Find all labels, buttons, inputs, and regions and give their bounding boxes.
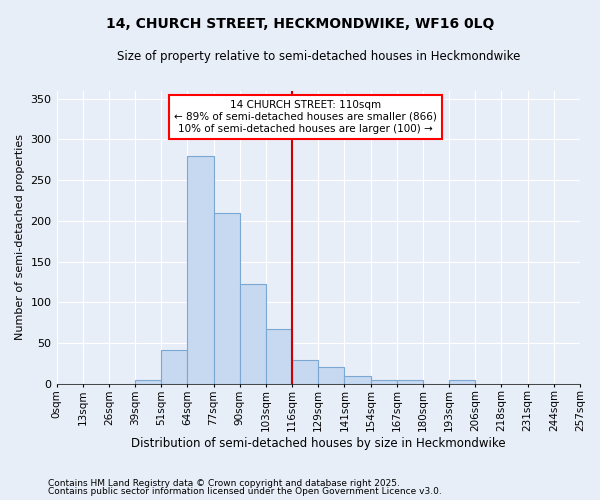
Bar: [161, 350, 187, 384]
Bar: [240, 284, 266, 384]
Bar: [344, 376, 371, 384]
Bar: [292, 360, 318, 384]
Bar: [266, 329, 292, 384]
Bar: [371, 380, 397, 384]
Text: Contains HM Land Registry data © Crown copyright and database right 2025.: Contains HM Land Registry data © Crown c…: [48, 478, 400, 488]
Bar: [214, 212, 240, 384]
Y-axis label: Number of semi-detached properties: Number of semi-detached properties: [15, 134, 25, 340]
Bar: [449, 380, 475, 384]
Bar: [318, 368, 344, 384]
Bar: [135, 380, 161, 384]
Title: Size of property relative to semi-detached houses in Heckmondwike: Size of property relative to semi-detach…: [116, 50, 520, 63]
Bar: [187, 156, 214, 384]
Text: Contains public sector information licensed under the Open Government Licence v3: Contains public sector information licen…: [48, 488, 442, 496]
Text: 14 CHURCH STREET: 110sqm
← 89% of semi-detached houses are smaller (866)
10% of : 14 CHURCH STREET: 110sqm ← 89% of semi-d…: [174, 100, 437, 134]
Text: 14, CHURCH STREET, HECKMONDWIKE, WF16 0LQ: 14, CHURCH STREET, HECKMONDWIKE, WF16 0L…: [106, 18, 494, 32]
X-axis label: Distribution of semi-detached houses by size in Heckmondwike: Distribution of semi-detached houses by …: [131, 437, 506, 450]
Bar: [397, 380, 423, 384]
